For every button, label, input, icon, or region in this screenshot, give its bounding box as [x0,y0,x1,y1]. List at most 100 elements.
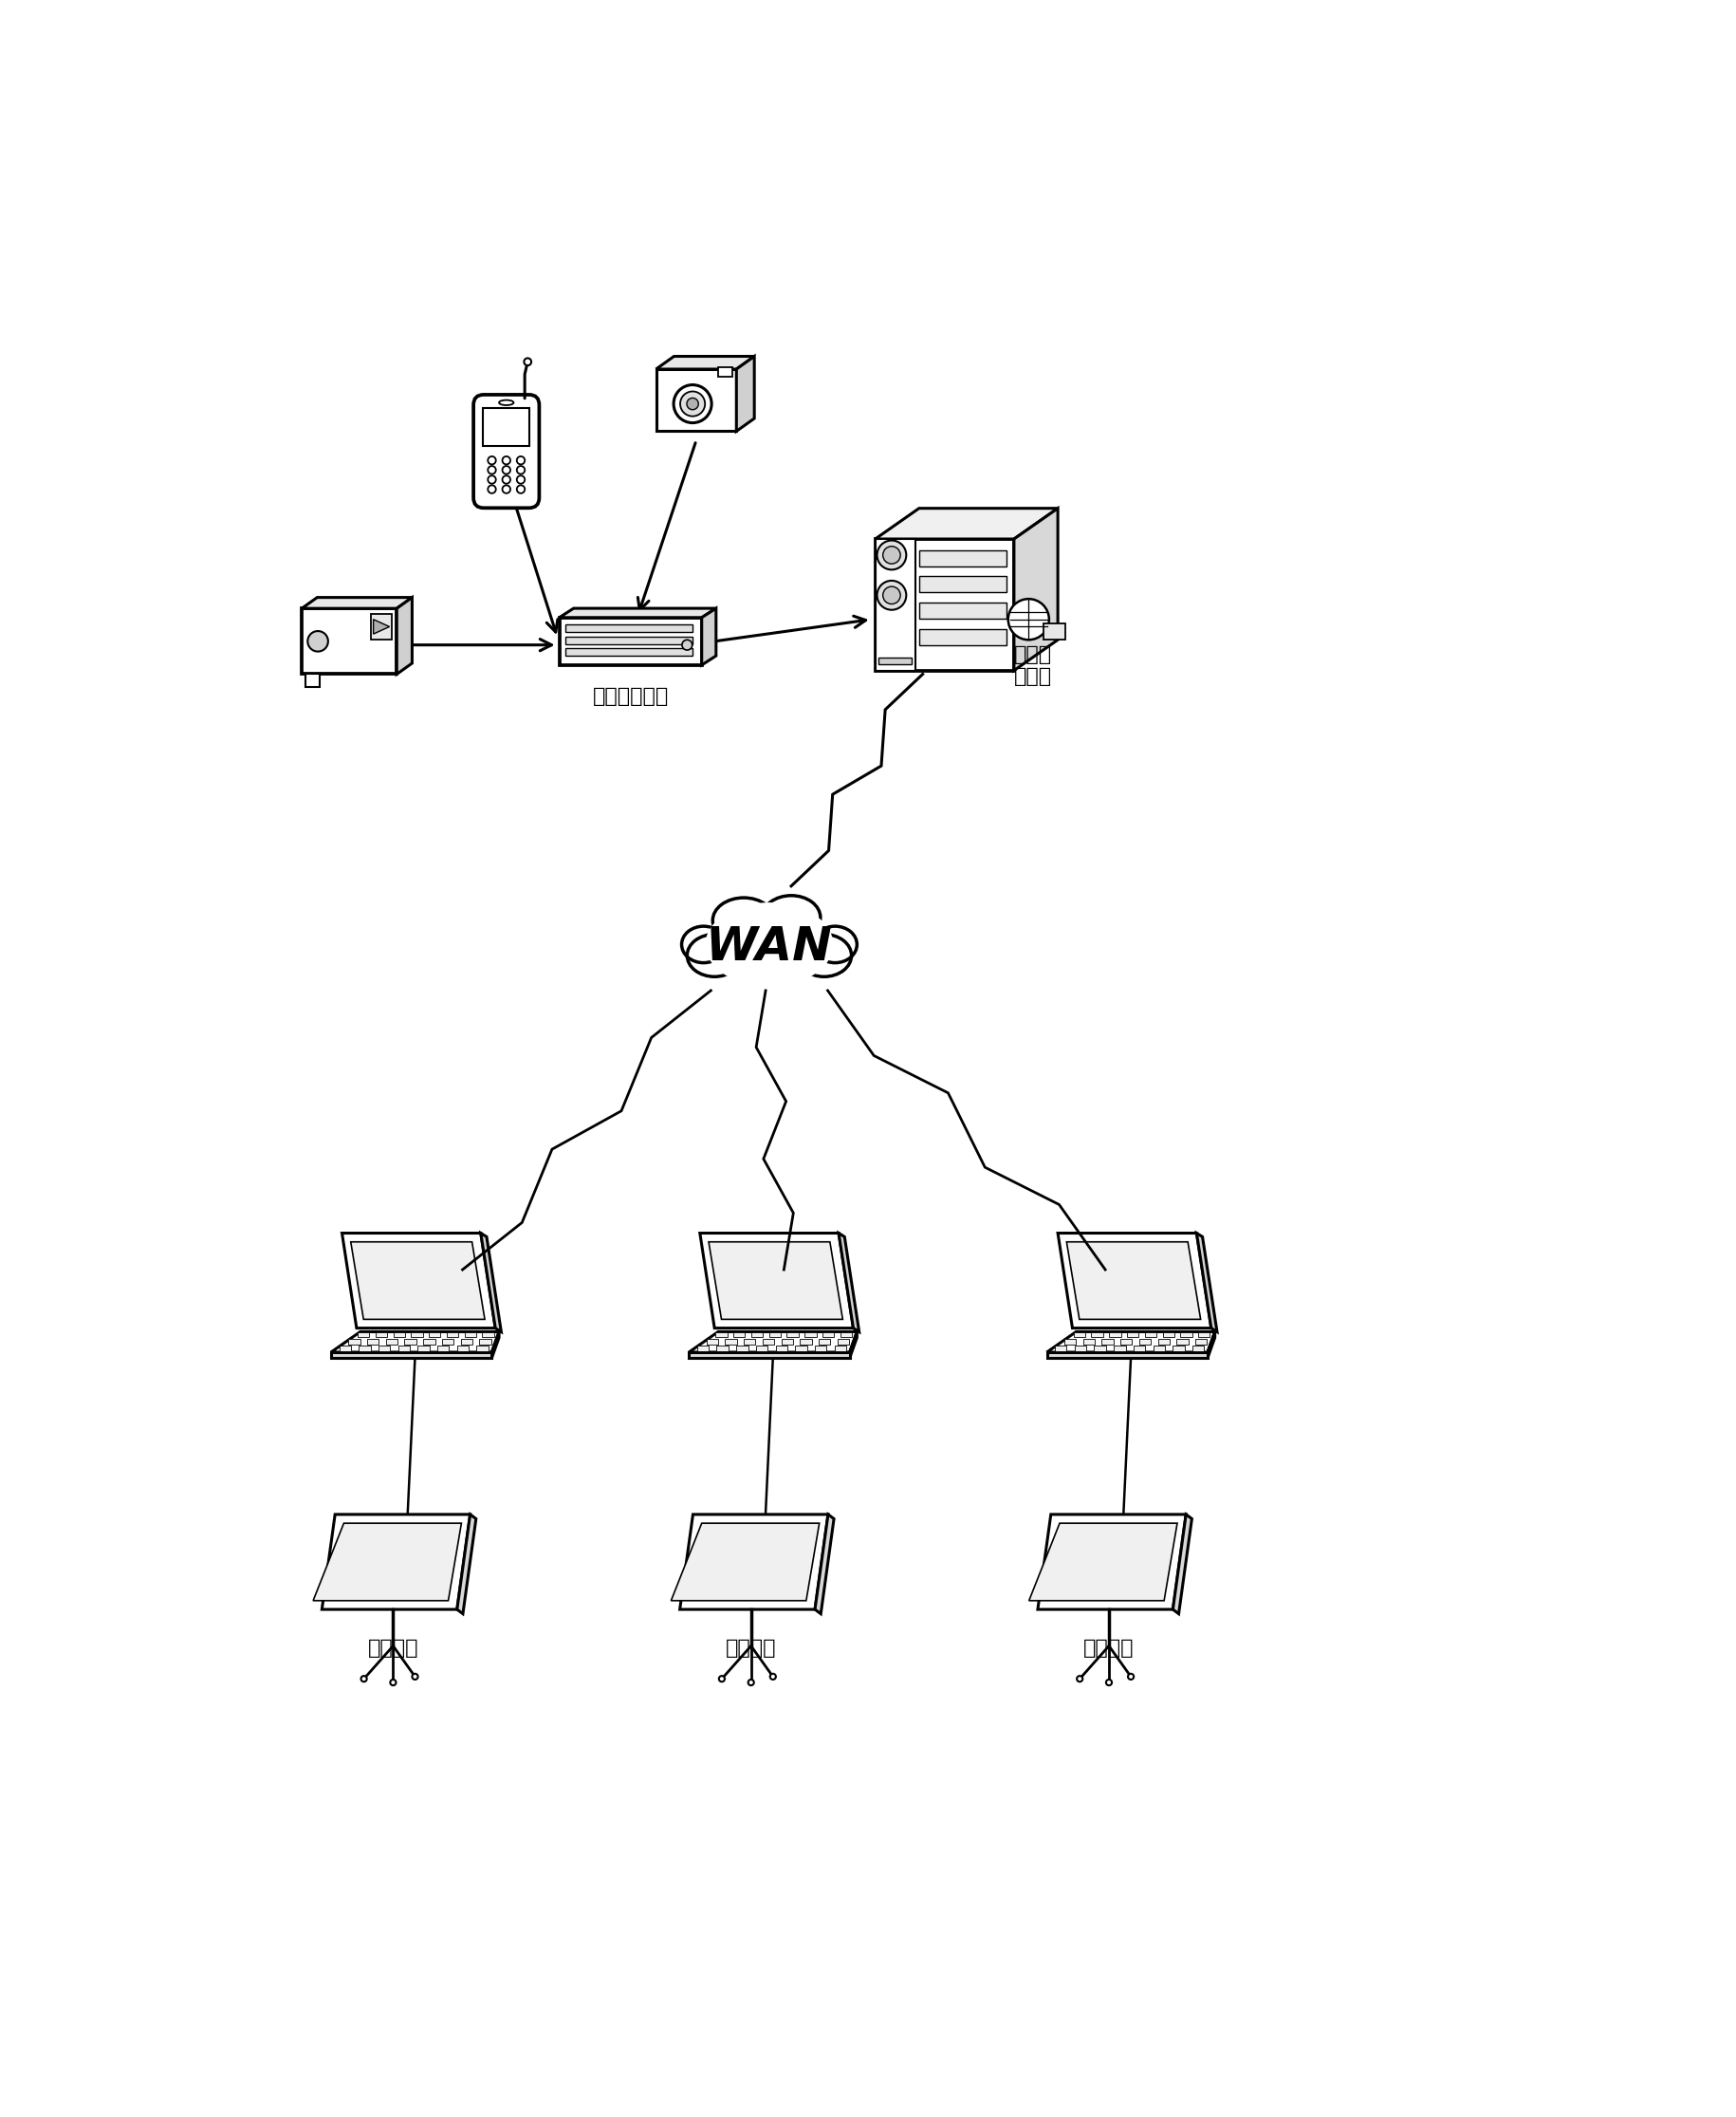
Bar [755,1346,767,1351]
Bar [404,1340,417,1344]
Polygon shape [321,1514,470,1609]
Polygon shape [312,1524,462,1600]
Bar [464,1332,476,1338]
Bar [717,1346,727,1351]
Bar [1194,1340,1207,1344]
Bar [339,1346,351,1351]
Circle shape [1106,1679,1111,1685]
Bar [1161,1332,1174,1338]
Circle shape [517,457,524,464]
Bar [715,1332,727,1338]
Bar [1082,1340,1094,1344]
Bar [1180,1332,1191,1338]
Polygon shape [1047,1332,1213,1353]
Bar [1120,1340,1132,1344]
Polygon shape [491,1332,498,1359]
Polygon shape [838,1232,859,1332]
Bar [733,1332,745,1338]
Polygon shape [457,1514,476,1613]
Polygon shape [1057,1232,1210,1327]
Bar [781,1340,792,1344]
Bar [564,625,693,633]
Polygon shape [332,1332,498,1353]
Bar [736,1346,748,1351]
Bar [743,1340,755,1344]
Ellipse shape [797,934,851,976]
Bar [786,1332,799,1338]
Bar [359,1346,370,1351]
Polygon shape [1028,1524,1177,1600]
Bar [875,540,1014,671]
Bar [1054,1346,1066,1351]
Polygon shape [679,1514,828,1609]
Circle shape [674,385,712,423]
Circle shape [682,639,693,650]
Bar [349,1340,359,1344]
Bar [1198,1332,1210,1338]
Bar [918,629,1007,646]
Bar [460,1340,472,1344]
Polygon shape [701,608,715,665]
FancyBboxPatch shape [474,394,538,508]
Bar [564,648,693,656]
Bar [1144,1332,1156,1338]
Circle shape [719,1677,724,1681]
Ellipse shape [681,927,726,963]
Polygon shape [1014,508,1057,671]
Polygon shape [302,597,411,608]
Circle shape [361,1677,366,1681]
Ellipse shape [812,927,856,963]
Circle shape [882,546,899,563]
Bar [392,1332,404,1338]
Bar [446,1332,458,1338]
Bar [479,1340,491,1344]
Bar [1075,1346,1085,1351]
Bar [769,1332,779,1338]
Circle shape [686,398,698,411]
Bar [457,1346,469,1351]
Circle shape [411,1675,418,1679]
Bar [1073,1332,1085,1338]
Circle shape [517,466,524,474]
Bar [707,1340,717,1344]
Bar [302,608,396,673]
Bar [1090,1332,1102,1338]
Ellipse shape [498,400,514,404]
Bar [1158,1340,1168,1344]
Polygon shape [373,620,389,633]
Bar [559,618,701,665]
Circle shape [517,476,524,483]
Polygon shape [559,608,715,618]
Bar [1127,1332,1139,1338]
Bar [564,637,693,644]
Circle shape [769,1675,776,1679]
Text: 观看直播: 观看直播 [726,1639,776,1658]
Bar [476,1346,488,1351]
Polygon shape [689,1353,849,1359]
Bar [1094,1346,1106,1351]
Bar [840,1332,851,1338]
Polygon shape [849,1332,856,1359]
Bar [918,550,1007,565]
Bar [795,1346,807,1351]
Bar [800,1340,811,1344]
Bar [1191,1346,1203,1351]
Circle shape [502,466,510,474]
Polygon shape [1036,1514,1186,1609]
Circle shape [502,485,510,493]
Circle shape [488,466,495,474]
Circle shape [524,358,531,366]
Bar [1113,1346,1125,1351]
Polygon shape [332,1353,491,1359]
Polygon shape [1196,1232,1217,1332]
Polygon shape [1172,1514,1191,1613]
Polygon shape [736,356,753,432]
Bar [372,614,391,639]
Bar [878,658,911,665]
Bar [1064,1340,1075,1344]
Polygon shape [670,1524,819,1600]
Polygon shape [351,1243,484,1319]
Text: 音视频编码器: 音视频编码器 [592,686,668,705]
Polygon shape [708,1243,842,1319]
Bar [1101,1340,1113,1344]
